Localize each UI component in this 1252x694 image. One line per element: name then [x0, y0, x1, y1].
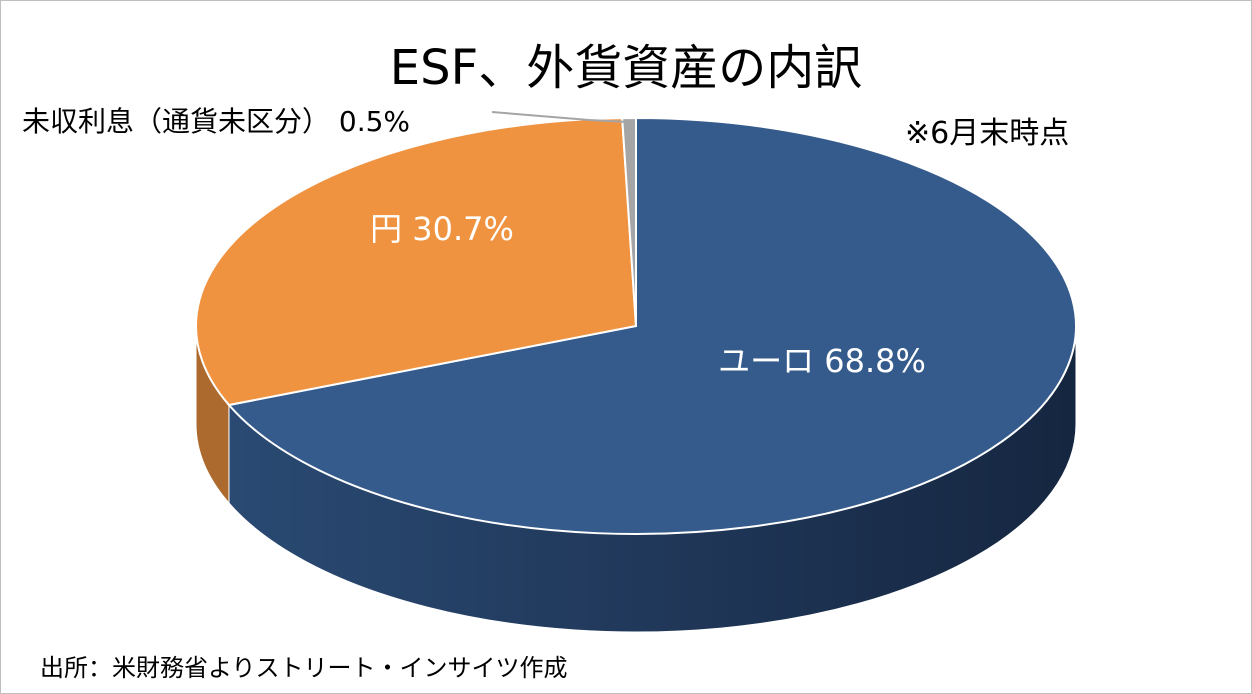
data-label-1: 円 30.7% — [370, 210, 514, 248]
data-label-2: 未収利息（通貨未区分） 0.5% — [22, 105, 410, 138]
data-label-0: ユーロ 68.8% — [718, 342, 926, 380]
pie-slice-0 — [227, 116, 1077, 535]
chart-source: 出所：米財務省よりストリート・インサイツ作成 — [40, 654, 568, 682]
chart-title: ESF、外貨資産の内訳 — [389, 40, 863, 96]
leader-line — [491, 111, 630, 124]
chart-note: ※6月末時点 — [905, 116, 1070, 151]
pie-slice-1 — [195, 117, 638, 407]
pie-slice-2 — [621, 116, 637, 327]
